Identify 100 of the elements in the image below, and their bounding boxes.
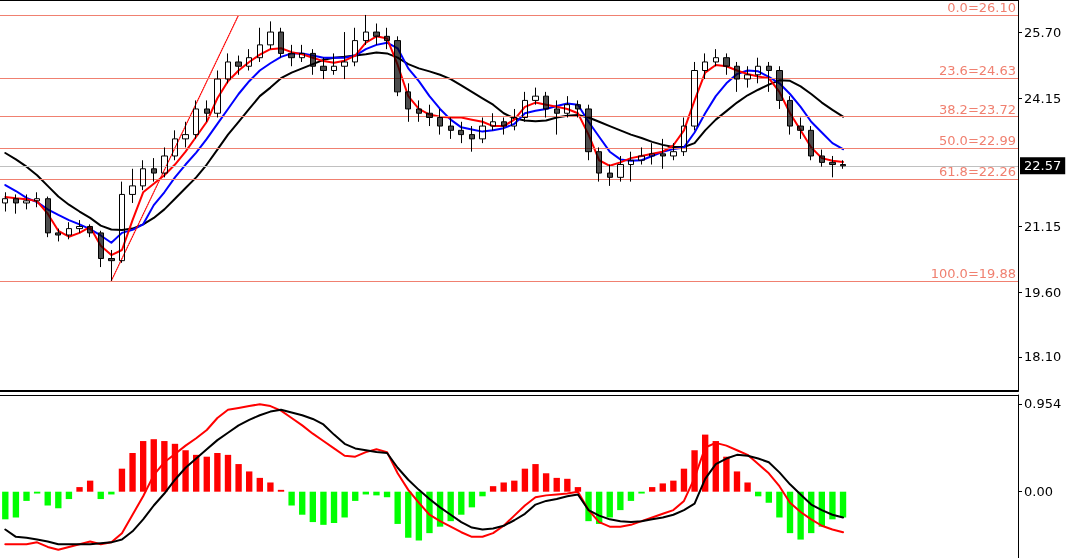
candlestick [140, 159, 146, 191]
bar [765, 491, 772, 503]
candlestick [23, 193, 30, 210]
candlestick [416, 99, 422, 123]
bar [235, 464, 242, 492]
y-tick-label: 18.10 [1024, 349, 1062, 365]
bar [330, 491, 338, 524]
candlestick [649, 142, 655, 166]
bar [203, 456, 210, 492]
y-tick-label: 0.00 [1024, 484, 1053, 500]
candlestick [66, 221, 72, 240]
candlestick [638, 146, 645, 166]
bar [161, 441, 168, 492]
candlestick [479, 117, 486, 144]
candlestick [257, 27, 263, 63]
candlestick [702, 52, 708, 80]
candlestick [87, 223, 93, 238]
candlestick [723, 52, 730, 76]
candlestick [776, 65, 783, 110]
candlestick [755, 57, 761, 84]
bar [256, 477, 263, 492]
bar [744, 482, 751, 492]
bar [839, 491, 847, 518]
bar [627, 491, 635, 501]
bar [617, 491, 624, 511]
candlestick [628, 151, 634, 183]
candlestick [458, 121, 464, 144]
bar [468, 491, 476, 508]
candlestick [511, 108, 517, 131]
bar [44, 491, 51, 506]
candlestick [384, 27, 390, 50]
y-tick-label: 19.60 [1024, 285, 1062, 301]
bar [2, 491, 9, 520]
candlestick [267, 20, 274, 50]
bar [267, 482, 274, 492]
bar [12, 491, 20, 518]
candlestick [193, 99, 199, 140]
bar [246, 471, 253, 492]
bar [405, 491, 412, 538]
bar [489, 486, 497, 492]
bar [479, 491, 486, 497]
candlestick [448, 117, 454, 140]
bar [723, 456, 730, 492]
candlestick [2, 191, 8, 213]
candlestick [278, 27, 284, 59]
bar [320, 491, 327, 525]
bar [511, 480, 518, 492]
candlestick [543, 91, 549, 119]
bar [129, 453, 136, 492]
candlestick [564, 95, 570, 119]
candlestick [681, 117, 687, 157]
candlestick [288, 44, 295, 67]
candlestick [98, 230, 104, 268]
ref-line-label: 50.0=22.99 [938, 132, 1016, 148]
candlestick [607, 164, 613, 187]
y-tick-label: 21.15 [1024, 218, 1062, 234]
bar [659, 483, 666, 492]
bar [394, 491, 401, 524]
ref-line-label: 38.2=23.72 [938, 101, 1016, 117]
candlestick [225, 52, 231, 84]
candlestick [182, 121, 189, 148]
bar [447, 491, 454, 522]
ref-line-label: 23.6=24.63 [938, 62, 1016, 78]
candlestick [235, 55, 242, 76]
bar [458, 491, 465, 515]
bar [23, 491, 30, 501]
candlestick [819, 149, 825, 168]
bar [118, 468, 126, 492]
bar [680, 468, 688, 492]
bar [542, 473, 550, 492]
candlestick [596, 146, 602, 183]
bar [670, 480, 677, 492]
candlestick [522, 91, 528, 123]
candlestick [575, 99, 581, 119]
candlestick [76, 219, 83, 234]
candlestick [713, 48, 719, 67]
bar [553, 477, 560, 492]
bar [224, 454, 232, 492]
bar [86, 480, 94, 492]
text: 22.57 [1024, 158, 1062, 174]
bar [309, 491, 316, 523]
candlestick [787, 95, 793, 136]
candlestick [45, 196, 51, 238]
bar [182, 450, 189, 492]
candlestick [34, 191, 40, 208]
candlestick [469, 125, 475, 153]
bar [299, 491, 306, 515]
candlestick [490, 112, 496, 131]
candlestick [55, 228, 61, 242]
candlestick [501, 117, 507, 136]
candlestick [331, 52, 337, 76]
bar [373, 491, 380, 496]
y-tick-label: 24.15 [1024, 90, 1062, 106]
y-tick-label: 25.70 [1024, 24, 1062, 40]
candlestick [670, 142, 677, 161]
ref-line-label: 0.0=26.10 [947, 0, 1016, 15]
candlestick [405, 82, 411, 123]
candlestick [320, 57, 327, 80]
candlestick [840, 159, 846, 170]
bar [574, 487, 582, 492]
